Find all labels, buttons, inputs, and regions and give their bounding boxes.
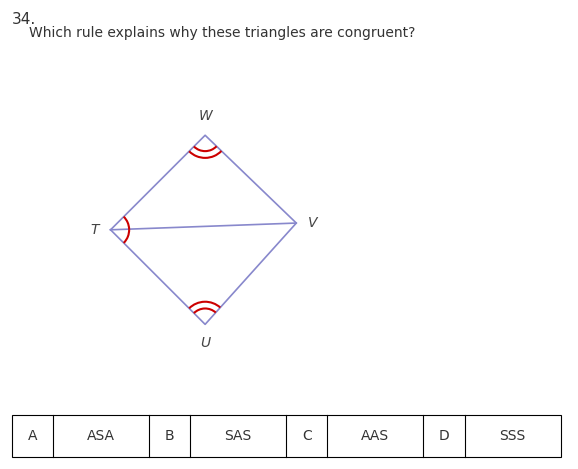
Text: D: D <box>439 429 449 443</box>
Text: ASA: ASA <box>87 429 115 443</box>
Text: W: W <box>198 109 212 123</box>
Text: SSS: SSS <box>499 429 526 443</box>
Text: T: T <box>90 223 99 237</box>
Text: 34.: 34. <box>12 12 36 27</box>
Text: AAS: AAS <box>361 429 390 443</box>
Text: V: V <box>308 216 318 230</box>
Text: U: U <box>200 336 210 350</box>
Text: SAS: SAS <box>224 429 251 443</box>
Text: Which rule explains why these triangles are congruent?: Which rule explains why these triangles … <box>29 26 415 40</box>
Text: A: A <box>27 429 37 443</box>
Text: C: C <box>302 429 312 443</box>
Text: B: B <box>165 429 174 443</box>
